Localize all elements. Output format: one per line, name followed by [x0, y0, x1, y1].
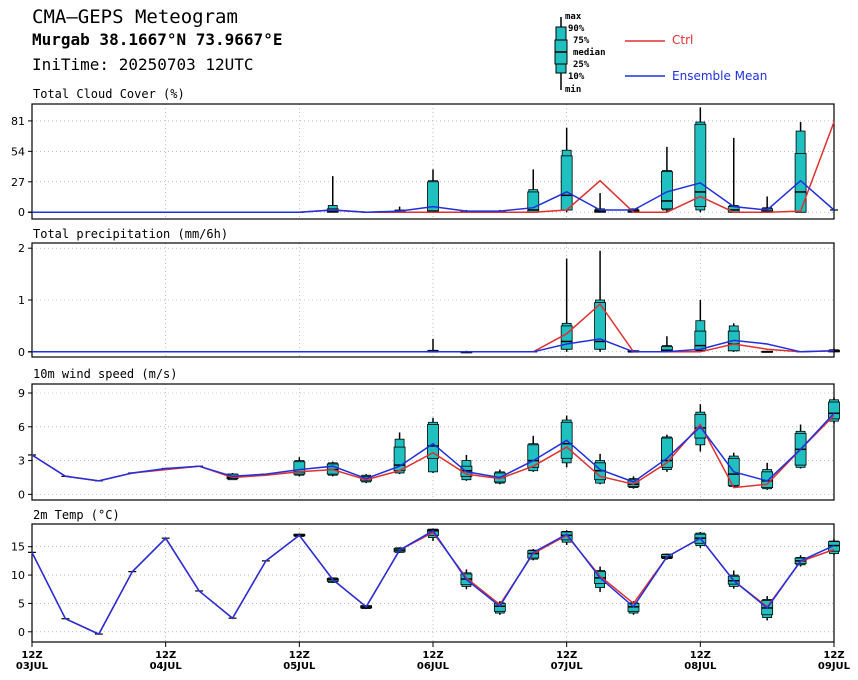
location-label: Murgab 38.1667°N 73.9667°E: [32, 30, 283, 49]
ctrl-line: [31, 414, 835, 489]
x-tick-label-top: 12Z: [422, 650, 443, 661]
box-inner: [293, 461, 306, 475]
x-tick-label-bottom: 05JUL: [283, 661, 316, 672]
panel-title: Total precipitation (mm/6h): [33, 227, 228, 241]
box-inner: [828, 401, 840, 420]
x-tick-label-top: 12Z: [690, 650, 711, 661]
legend-p90-label: 90%: [568, 24, 585, 34]
legend-max-label: max: [565, 12, 582, 22]
x-tick-label-bottom: 07JUL: [551, 661, 584, 672]
box-inner: [560, 325, 573, 350]
legend-median-label: median: [573, 48, 606, 58]
box-inner: [427, 424, 439, 459]
box-inner: [527, 191, 540, 213]
x-tick-label-top: 12Z: [289, 650, 310, 661]
box-inner: [527, 444, 540, 468]
x-tick-label-top: 12Z: [556, 650, 577, 661]
panel-title: 2m Temp (°C): [33, 508, 120, 522]
box-inner: [694, 123, 707, 207]
y-tick-label: 6: [18, 421, 25, 434]
box-inner: [594, 302, 606, 350]
x-tick-label-bottom: 09JUL: [818, 661, 851, 672]
box-inner: [560, 155, 573, 211]
y-tick-label: 2: [18, 242, 25, 255]
y-tick-label: 0: [18, 346, 25, 359]
legend-p25-label: 25%: [573, 60, 590, 70]
mean-line: [32, 179, 835, 213]
y-tick-label: 0: [18, 488, 25, 501]
y-tick-label: 81: [11, 115, 25, 128]
mean-line: [31, 529, 835, 636]
box-inner: [794, 153, 807, 213]
legend-mean-label: Ensemble Mean: [672, 69, 768, 83]
chart-title: CMA—GEPS Meteogram: [32, 6, 238, 28]
panel-frame: [31, 383, 835, 501]
x-tick-label-bottom: 03JUL: [16, 661, 49, 672]
ctrl-line: [31, 531, 835, 636]
y-tick-label: 0: [18, 206, 25, 219]
x-tick-label-top: 12Z: [823, 650, 844, 661]
y-tick-label: 3: [18, 455, 25, 468]
panel-frame: [31, 103, 835, 220]
y-tick-label: 1: [18, 294, 25, 307]
panel-frame: [31, 242, 835, 358]
legend-ctrl-label: Ctrl: [672, 33, 694, 47]
y-tick-label: 9: [18, 387, 25, 400]
y-tick-label: 54: [11, 145, 25, 158]
legend-p10-label: 10%: [568, 72, 585, 82]
x-tick-label-top: 12Z: [21, 650, 42, 661]
y-tick-label: 5: [18, 597, 25, 610]
x-tick-label-bottom: 04JUL: [150, 661, 183, 672]
legend-min-label: min: [565, 85, 582, 95]
mean-line: [31, 412, 835, 483]
panel-title: 10m wind speed (m/s): [33, 367, 178, 381]
y-tick-label: 10: [11, 569, 25, 582]
x-tick-label-bottom: 06JUL: [417, 661, 450, 672]
y-tick-label: 27: [11, 176, 25, 189]
legend-p75-label: 75%: [573, 36, 590, 46]
x-tick-label-bottom: 08JUL: [684, 661, 717, 672]
y-tick-label: 0: [18, 626, 25, 639]
panel-title: Total Cloud Cover (%): [33, 87, 185, 101]
y-tick-label: 15: [11, 541, 25, 554]
header: CMA—GEPS Meteogram Murgab 38.1667°N 73.9…: [0, 0, 858, 100]
x-tick-label-top: 12Z: [155, 650, 176, 661]
box-inner: [694, 330, 707, 351]
mean-line: [32, 338, 835, 353]
init-time-label: IniTime: 20250703 12UTC: [32, 55, 254, 74]
